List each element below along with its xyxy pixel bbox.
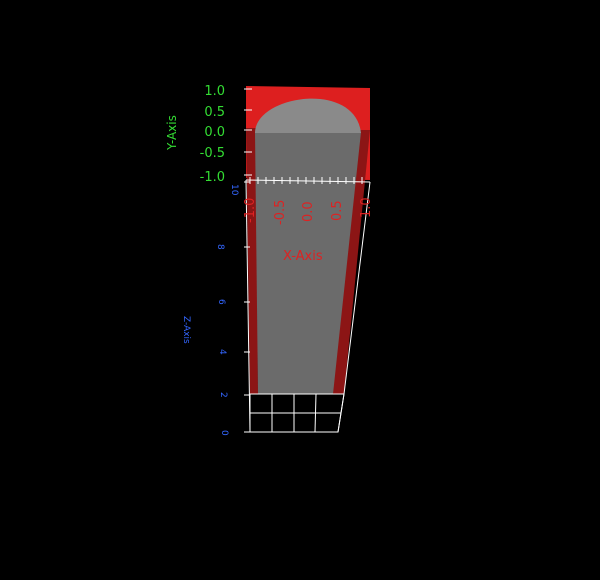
x-tick-label: 1.0 [359, 197, 374, 218]
x-tick-label: -1.0 [243, 198, 258, 223]
left-edge-face [246, 128, 258, 394]
x-axis-title: X-Axis [283, 249, 323, 264]
x-tick-label: 0.5 [330, 200, 345, 221]
y-tick-label: 0.0 [204, 125, 225, 140]
right-edge-face [332, 130, 370, 394]
dome-cap [255, 98, 361, 133]
gray-body-face [255, 132, 361, 394]
y-tick-label: -0.5 [200, 146, 225, 161]
base-grid [245, 179, 371, 433]
z-axis-title: Z-Axis [181, 316, 191, 344]
x-axis-ruler [245, 177, 371, 184]
y-tick-label: 1.0 [204, 84, 225, 99]
y-tick-label: 0.5 [204, 105, 225, 120]
z-tick-label: 10 [229, 184, 239, 196]
z-tick-label: 0 [219, 430, 229, 436]
y-tick-label: -1.0 [200, 170, 225, 185]
z-tick-label: 6 [216, 299, 226, 305]
z-axis-ticks [244, 181, 250, 433]
y-axis-title: Y-Axis [165, 115, 179, 151]
z-tick-label: 8 [215, 244, 225, 250]
z-tick-label: 2 [218, 392, 228, 398]
x-tick-label: 0.0 [301, 201, 316, 222]
x-tick-label: -0.5 [273, 200, 288, 225]
y-axis-ticks [244, 88, 252, 176]
z-tick-label: 4 [217, 349, 227, 355]
